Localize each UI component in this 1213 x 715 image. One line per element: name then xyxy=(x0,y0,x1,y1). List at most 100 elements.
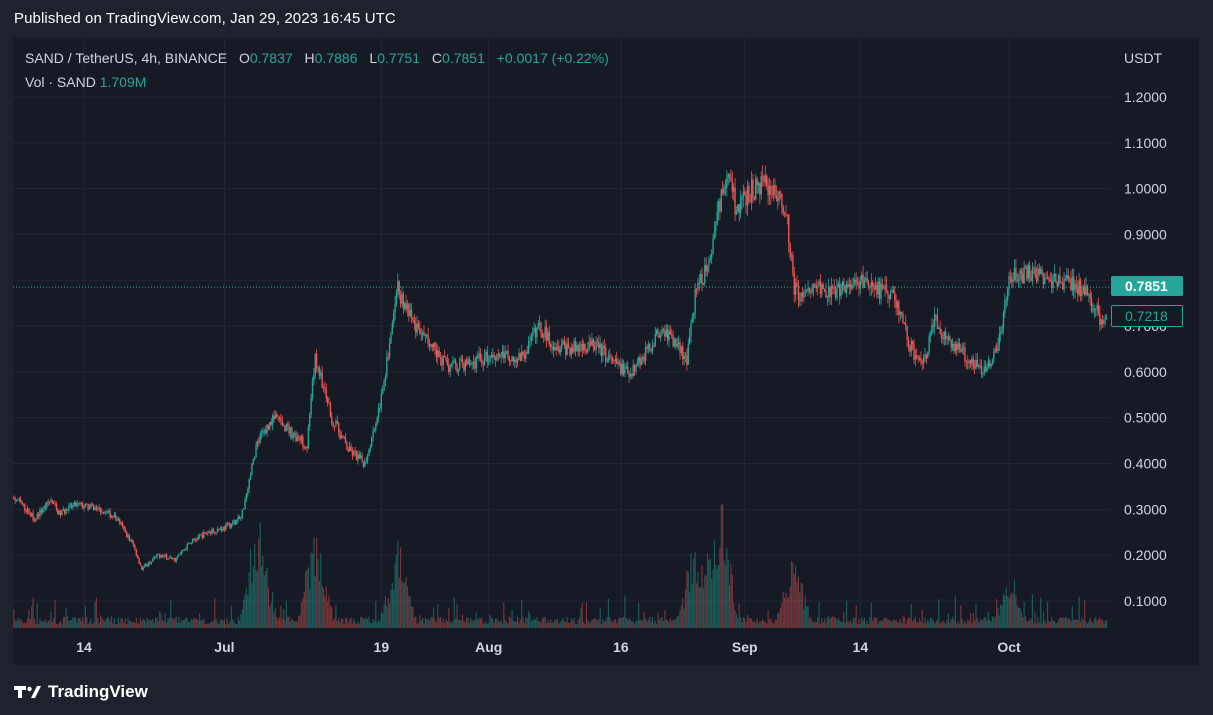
volume-bar xyxy=(679,610,681,628)
close-value: 0.7851 xyxy=(442,50,485,66)
volume-bar xyxy=(840,621,842,628)
volume-bar xyxy=(336,620,338,628)
volume-bar xyxy=(189,621,191,628)
candle-body xyxy=(117,519,120,521)
volume-bar xyxy=(763,620,765,628)
candle-body xyxy=(280,418,282,421)
candle-body xyxy=(476,356,479,359)
candle-body xyxy=(854,279,856,285)
candle-body xyxy=(695,288,698,290)
candle-body xyxy=(891,290,893,293)
candle-body xyxy=(847,284,849,287)
candle-body xyxy=(324,387,326,390)
candle-body xyxy=(116,518,118,521)
candle-body xyxy=(412,318,414,321)
volume-bar xyxy=(441,621,443,628)
candle-body xyxy=(582,343,585,351)
candle-body xyxy=(786,214,789,216)
volume-bar xyxy=(357,621,359,628)
candle-body xyxy=(845,284,848,293)
volume-bar xyxy=(635,621,637,628)
candle-body xyxy=(489,355,491,362)
candle-body xyxy=(98,507,100,509)
candle-body xyxy=(814,283,816,286)
candle-body xyxy=(233,520,235,523)
volume-bar xyxy=(324,596,326,628)
candle-body xyxy=(823,288,826,292)
candle-body xyxy=(1072,276,1075,291)
candle-body xyxy=(515,359,517,363)
volume-bar xyxy=(73,617,75,628)
candle-body xyxy=(655,329,658,334)
volume-bar xyxy=(185,617,187,628)
volume-bar xyxy=(368,616,370,628)
candle-body xyxy=(591,339,593,346)
candle-body xyxy=(834,288,837,298)
candle-body xyxy=(50,500,52,503)
candle-body xyxy=(954,343,957,352)
candle-body xyxy=(344,437,347,444)
candle-body xyxy=(273,415,275,420)
volume-bar xyxy=(15,621,18,628)
candle-body xyxy=(752,179,754,198)
y-tick-label: 0.3000 xyxy=(1124,501,1167,517)
volume-bar xyxy=(490,617,493,628)
volume-bar xyxy=(134,623,136,628)
volume-bar xyxy=(21,621,23,628)
volume-bar xyxy=(709,558,711,628)
tradingview-brand[interactable]: TradingView xyxy=(14,682,148,702)
candle-body xyxy=(611,356,614,361)
candle-body xyxy=(328,402,330,404)
volume-bar xyxy=(573,617,575,628)
candle-body xyxy=(761,175,764,177)
candle-body xyxy=(397,280,399,292)
volume-bar xyxy=(804,595,806,628)
volume-bar xyxy=(25,623,27,628)
volume-bar xyxy=(617,619,619,628)
volume-bar xyxy=(633,624,636,628)
candle-body xyxy=(881,283,884,289)
volume-bar xyxy=(748,618,750,628)
volume-label[interactable]: Vol · SAND xyxy=(25,74,96,90)
candlestick-chart[interactable]: 0.10000.20000.30000.40000.50000.60000.70… xyxy=(13,38,1199,665)
candle-body xyxy=(720,189,723,212)
volume-bar xyxy=(1059,617,1061,628)
volume-bar xyxy=(767,610,769,628)
volume-bar xyxy=(616,623,618,628)
candle-body xyxy=(139,563,142,566)
volume-bar xyxy=(504,619,506,628)
candle-body xyxy=(498,354,501,357)
volume-bar xyxy=(654,620,656,628)
candle-body xyxy=(523,354,526,360)
candle-body xyxy=(544,327,546,338)
candle-body xyxy=(364,461,366,467)
candle-body xyxy=(775,195,778,199)
candle-body xyxy=(796,282,798,287)
volume-bar xyxy=(138,623,140,628)
volume-bar xyxy=(566,616,568,628)
symbol-label[interactable]: SAND / TetherUS, 4h, BINANCE xyxy=(25,50,228,66)
candle-body xyxy=(405,302,407,310)
volume-bar xyxy=(254,543,256,628)
candle-body xyxy=(827,286,830,297)
candle-body xyxy=(339,432,341,439)
candle-body xyxy=(728,173,731,177)
volume-bar xyxy=(295,621,297,628)
volume-bar xyxy=(923,622,925,628)
volume-bar xyxy=(399,547,402,628)
candle-body xyxy=(277,417,279,419)
volume-bar xyxy=(704,575,706,628)
volume-bar xyxy=(651,616,654,628)
volume-bar xyxy=(924,617,926,628)
volume-bar xyxy=(591,619,593,628)
volume-bar xyxy=(1022,617,1024,628)
volume-bar xyxy=(917,622,919,628)
candle-body xyxy=(874,285,877,290)
volume-bar xyxy=(415,616,417,628)
candle-body xyxy=(906,326,908,340)
candle-body xyxy=(588,341,590,349)
chart-panel[interactable]: 0.10000.20000.30000.40000.50000.60000.70… xyxy=(13,38,1199,665)
volume-bar xyxy=(722,503,724,628)
candle-body xyxy=(684,355,687,357)
candle-body xyxy=(1090,298,1093,312)
